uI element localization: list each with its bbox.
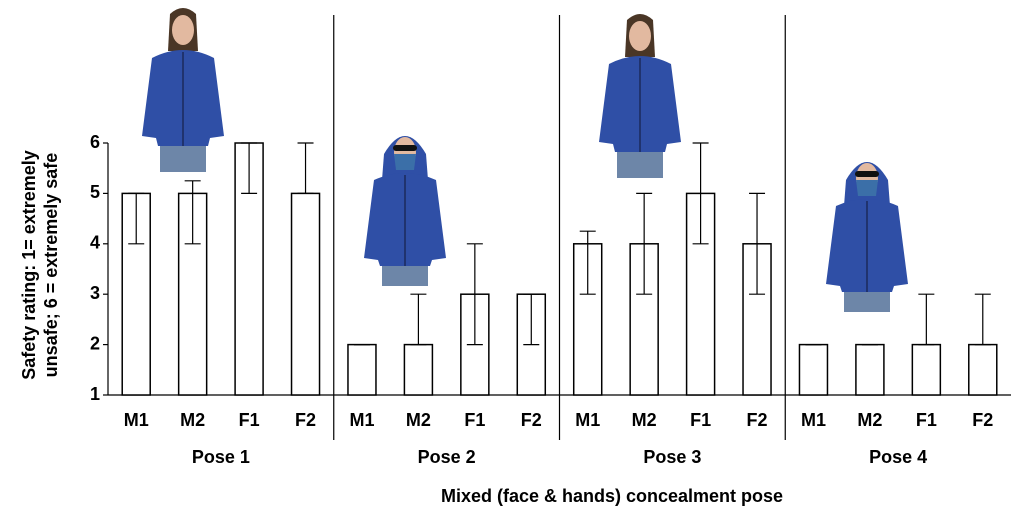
y-tick-label: 3 — [90, 283, 100, 303]
x-tick-label: M1 — [349, 410, 374, 430]
x-tick-label: M1 — [575, 410, 600, 430]
bar — [798, 343, 829, 396]
group-label: Pose 4 — [869, 447, 927, 467]
y-axis-title: Safety rating: 1= extremely unsafe; 6 = … — [19, 150, 61, 380]
x-tick-label: F1 — [239, 410, 260, 430]
y-tick-label: 1 — [90, 384, 100, 404]
pose-photo — [598, 13, 682, 178]
y-tick-label: 5 — [90, 182, 100, 202]
bar — [403, 343, 434, 396]
x-tick-label: F2 — [747, 410, 768, 430]
bar — [855, 343, 885, 396]
x-tick-label: M2 — [406, 410, 431, 430]
x-tick-label: F1 — [464, 410, 485, 430]
pose-photo — [141, 7, 225, 173]
x-tick-label: F1 — [690, 410, 711, 430]
bar — [685, 192, 716, 396]
x-axis-title: Mixed (face & hands) concealment pose — [441, 486, 783, 506]
group-label: Pose 1 — [192, 447, 250, 467]
bar — [968, 343, 998, 396]
x-tick-label: F2 — [972, 410, 993, 430]
bar — [347, 343, 377, 396]
x-tick-label: M1 — [124, 410, 149, 430]
y-axis-title-line: Safety rating: 1= extremely — [19, 150, 39, 380]
x-tick-label: M2 — [180, 410, 205, 430]
bar — [911, 343, 942, 396]
group-label: Pose 2 — [418, 447, 476, 467]
bar — [290, 192, 321, 396]
y-tick-label: 2 — [90, 333, 100, 353]
pose-photo — [825, 161, 909, 312]
x-tick-label: M2 — [632, 410, 657, 430]
x-tick-label: M1 — [801, 410, 826, 430]
x-tick-label: F2 — [521, 410, 542, 430]
x-tick-label: M2 — [857, 410, 882, 430]
x-tick-label: F1 — [916, 410, 937, 430]
bar — [234, 142, 264, 396]
y-axis-title-line: unsafe; 6 = extremely safe — [41, 153, 61, 378]
group-label: Pose 3 — [643, 447, 701, 467]
pose-photo — [363, 135, 447, 286]
y-tick-label: 6 — [90, 132, 100, 152]
x-tick-label: F2 — [295, 410, 316, 430]
y-tick-label: 4 — [90, 233, 100, 253]
